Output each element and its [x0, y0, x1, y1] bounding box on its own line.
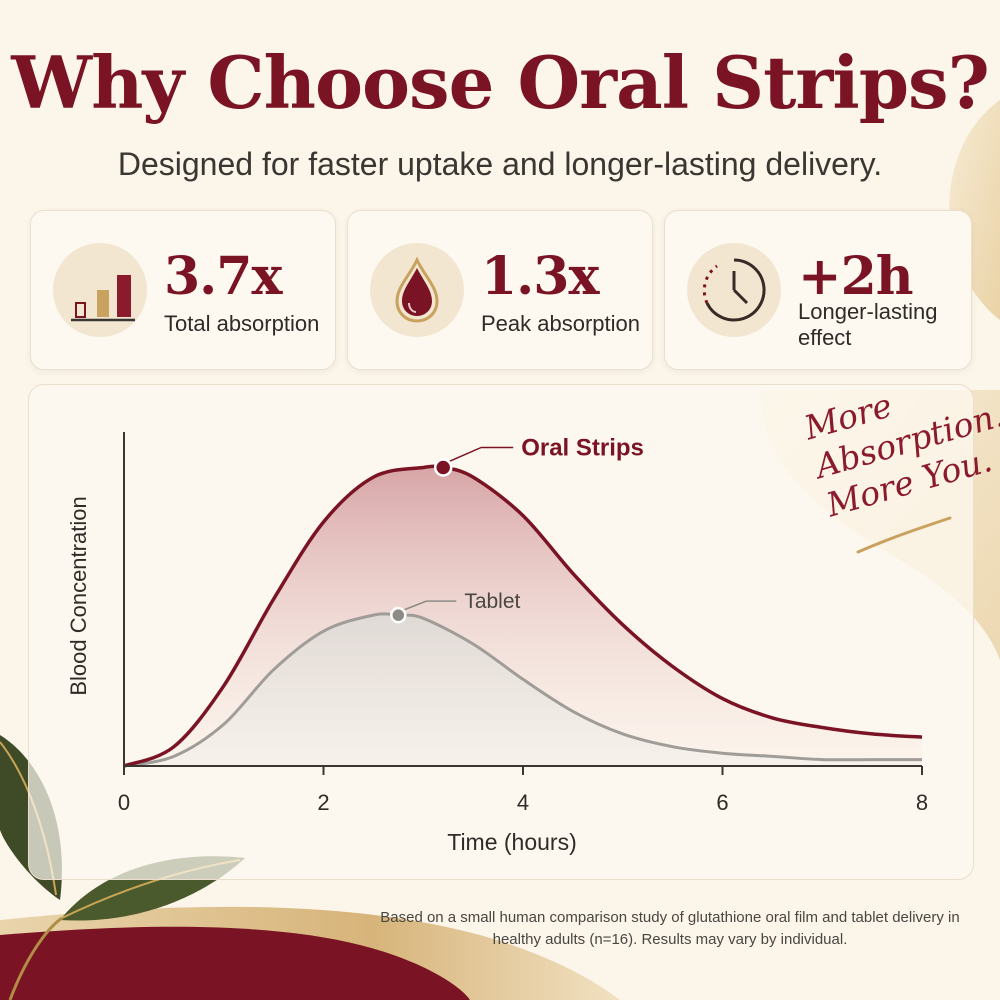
oral-strips-label: Oral Strips: [521, 434, 644, 461]
clock-icon: [687, 243, 781, 337]
page-title: Why Choose Oral Strips?: [11, 40, 990, 125]
x-tick-label: 4: [517, 790, 529, 815]
x-axis-label: Time (hours): [447, 829, 577, 855]
tablet-label: Tablet: [464, 590, 520, 613]
stat-card-total-absorption: 3.7x Total absorption: [30, 210, 336, 370]
burgundy-wave-bottom: [0, 926, 470, 1000]
tablet-line: [123, 612, 922, 768]
stat-card-peak-absorption: 1.3x Peak absorption: [347, 210, 653, 370]
x-axis-ticks: 0 2 4 6 8: [118, 766, 928, 815]
oral-strips-leader-line: [448, 446, 514, 463]
stat-label: Longer-lasting effect: [798, 299, 938, 350]
x-tick-label: 0: [118, 790, 130, 815]
footnote: Based on a small human comparison study …: [380, 909, 960, 948]
y-axis-label: Blood Concentration: [66, 496, 91, 695]
stat-label: Peak absorption: [481, 311, 640, 336]
bar-chart-icon: [53, 243, 147, 337]
tablet-peak-marker: [390, 606, 407, 624]
stat-card-longer-lasting: +2h Longer-lasting effect: [664, 210, 972, 370]
stat-value: 3.7x: [164, 246, 282, 307]
drop-icon: [370, 243, 464, 337]
tablet-leader-line: [403, 600, 457, 611]
x-tick-label: 2: [317, 790, 329, 815]
tablet-area: [124, 613, 922, 766]
oral-strips-peak-marker: [433, 458, 453, 477]
stat-label: Total absorption: [164, 311, 320, 336]
stat-value: +2h: [798, 246, 914, 307]
page-subtitle: Designed for faster uptake and longer-la…: [117, 146, 883, 182]
x-tick-label: 8: [916, 790, 928, 815]
oral-strips-line: [123, 464, 923, 768]
x-tick-label: 6: [716, 790, 728, 815]
stat-value: 1.3x: [481, 246, 599, 307]
